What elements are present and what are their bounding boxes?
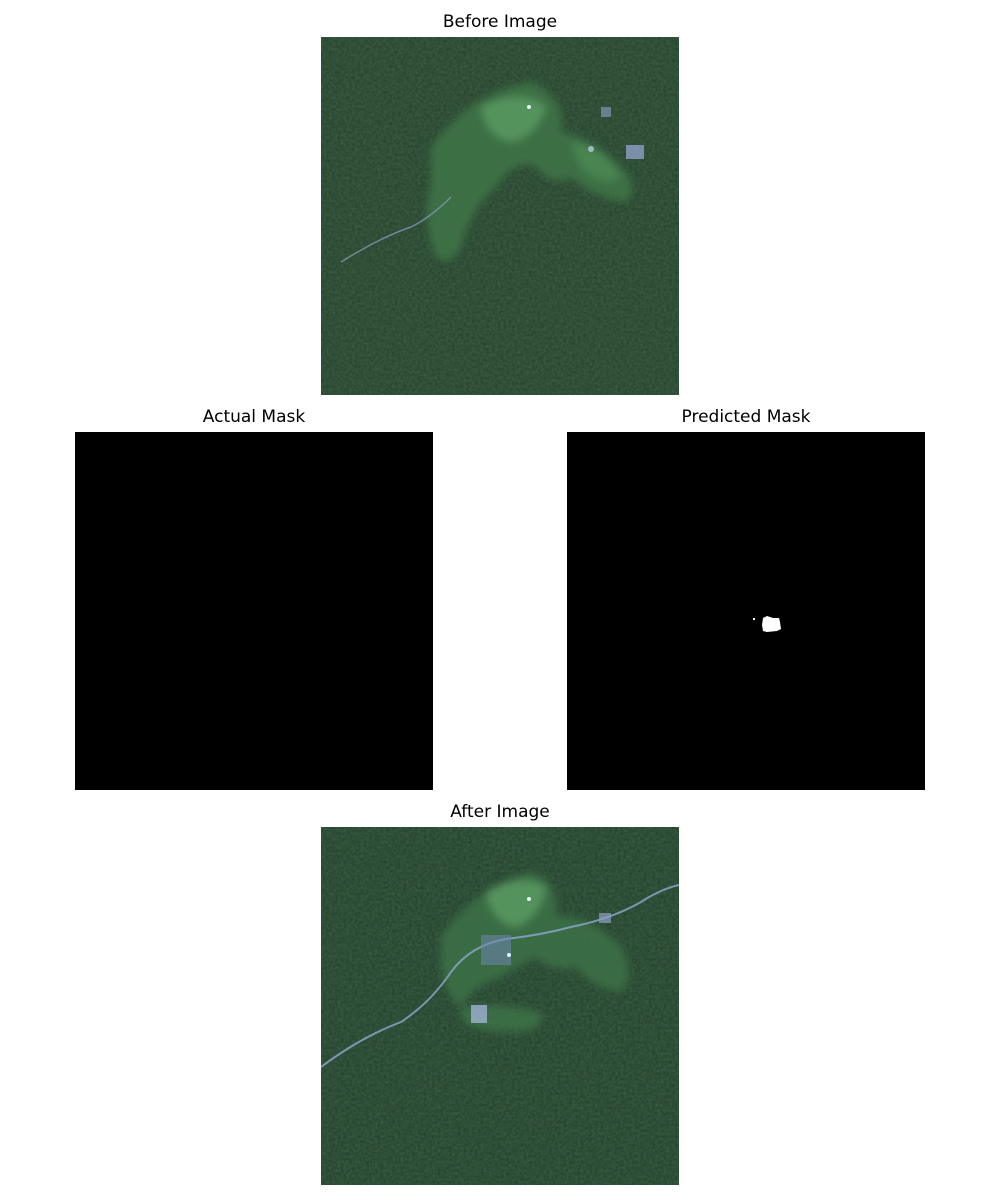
- before-image-title: Before Image: [442, 12, 558, 32]
- actual-mask: [75, 432, 433, 790]
- after-image-canvas: [321, 827, 679, 1185]
- predicted-mask: [567, 432, 925, 790]
- after-image: [321, 827, 679, 1185]
- predicted-mask-title: Predicted Mask: [681, 407, 811, 427]
- actual-mask-canvas: [75, 432, 433, 790]
- predicted-mask-canvas: [567, 432, 925, 790]
- actual-mask-title: Actual Mask: [202, 407, 306, 427]
- bright-patch: [626, 145, 644, 159]
- before-image: [321, 37, 679, 395]
- stream: [340, 196, 452, 263]
- predicted-speck: [753, 618, 755, 620]
- predicted-blob: [762, 616, 781, 632]
- after-image-title: After Image: [450, 802, 550, 822]
- bright-patch: [481, 935, 511, 965]
- mask-background: [75, 432, 433, 790]
- before-image-canvas: [321, 37, 679, 395]
- mask-background: [567, 432, 925, 790]
